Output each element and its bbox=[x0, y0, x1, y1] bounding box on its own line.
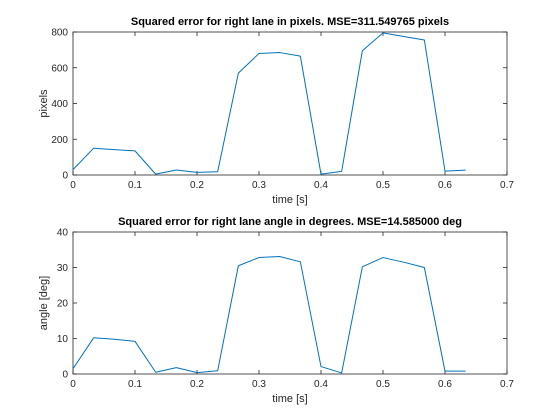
x-tick-label: 0.1 bbox=[128, 379, 142, 390]
y-tick-label: 600 bbox=[51, 63, 68, 74]
x-tick-label: 0.1 bbox=[128, 180, 142, 191]
chart-title-1: Squared error for right lane in pixels. … bbox=[131, 16, 449, 28]
chart-title-2: Squared error for right lane angle in de… bbox=[118, 216, 462, 228]
x-tick-label: 0.7 bbox=[500, 379, 514, 390]
y-tick-label: 40 bbox=[57, 228, 69, 239]
series-line-1-1 bbox=[72, 32, 466, 175]
y-tick-label: 0 bbox=[62, 370, 68, 381]
x-tick-label: 0.2 bbox=[190, 180, 204, 191]
y-tick-label: 0 bbox=[62, 171, 68, 182]
y-tick-label: 10 bbox=[57, 334, 69, 345]
series-line-2-1 bbox=[72, 256, 466, 374]
x-tick-label: 0.7 bbox=[500, 180, 514, 191]
x-tick-label: 0.6 bbox=[438, 180, 452, 191]
x-tick-label: 0.4 bbox=[314, 180, 328, 191]
plot-area-2 bbox=[72, 231, 508, 375]
x-tick-label: 0.5 bbox=[376, 180, 390, 191]
x-axis-label-1: time [s] bbox=[272, 194, 307, 206]
x-tick-label: 0.4 bbox=[314, 379, 328, 390]
x-tick-label: 0.2 bbox=[190, 379, 204, 390]
x-tick-label: 0.3 bbox=[252, 180, 266, 191]
y-axis-label-1: pixels bbox=[38, 89, 50, 118]
x-tick-label: 0.3 bbox=[252, 379, 266, 390]
x-tick-label: 0.6 bbox=[438, 379, 452, 390]
x-tick-label: 0 bbox=[70, 180, 76, 191]
y-tick-label: 30 bbox=[57, 263, 69, 274]
x-axis-label-2: time [s] bbox=[272, 393, 307, 405]
subplot-1: Squared error for right lane in pixels. … bbox=[38, 16, 514, 206]
y-tick-label: 800 bbox=[51, 28, 68, 39]
x-tick-label: 0.5 bbox=[376, 379, 390, 390]
y-axis-label-2: angle [deg] bbox=[38, 276, 50, 330]
y-tick-label: 20 bbox=[57, 299, 69, 310]
x-tick-label: 0 bbox=[70, 379, 76, 390]
y-tick-label: 200 bbox=[51, 135, 68, 146]
subplot-2: Squared error for right lane angle in de… bbox=[38, 216, 514, 405]
y-tick-label: 400 bbox=[51, 99, 68, 110]
